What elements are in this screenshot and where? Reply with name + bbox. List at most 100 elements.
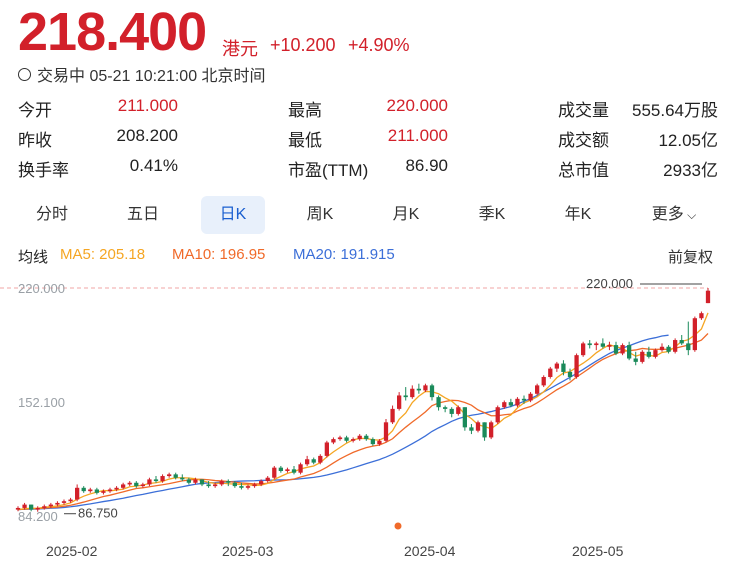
metric-value: 0.41% [129,156,178,175]
candle-body [193,479,198,483]
tab-6[interactable]: 年K [564,206,592,223]
price-change: +10.200 [270,35,336,55]
metric-label: 市盈(TTM) [288,161,369,180]
tab-0[interactable]: 分时 [35,206,68,223]
metric-value: 220.000 [386,96,448,115]
tab-4[interactable]: 月K [392,206,420,223]
metric-label: 最高 [288,101,322,120]
candle-body [475,422,481,431]
candle-body [600,343,605,347]
candle-body [482,422,487,438]
candle-body [653,350,658,357]
candle-body [29,504,34,510]
candle-body [607,345,612,347]
candle-body [686,343,691,351]
candle-body [351,439,356,441]
candle-body [199,479,205,485]
candle-body [449,408,454,414]
metric-value: 211.000 [387,126,448,145]
candle-body [232,482,237,487]
candle-body [462,407,467,428]
candle-body [324,442,329,456]
candle-body [666,346,671,352]
y-tick-label: 152.100 [18,395,65,410]
candle-body [423,385,428,391]
candle-body [68,499,73,502]
metric-value: 2933亿 [663,161,718,180]
x-tick-label: 2025-04 [404,543,456,559]
candle-body [311,459,316,463]
candle-body [114,487,119,490]
candle-body [101,491,106,493]
adjust-button[interactable]: 前复权 [668,249,714,266]
ma5-value: MA5: 205.18 [60,246,146,263]
candle-body [429,385,435,398]
candle-body [410,388,415,398]
y-tick-label: 84.200 [18,509,58,524]
price-change-percent: +4.90% [348,35,410,55]
metric-label: 今开 [18,101,52,120]
candle-body [265,477,270,482]
candle-body [291,469,297,473]
candle-body [107,489,113,492]
tab-3[interactable]: 周K [306,206,334,223]
candle-body [186,479,191,483]
candle-body [699,313,704,319]
candle-body [541,376,546,386]
candle-body [377,440,382,445]
candle-body [55,502,60,505]
candle-body [613,345,619,354]
candle-body [640,351,645,362]
y-tick-label: 220.000 [18,281,65,296]
candle-body [567,371,573,377]
candle-body [502,402,507,408]
trading-status-text: 交易中 05-21 10:21:00 北京时间 [37,68,266,85]
tab-5[interactable]: 季K [478,206,506,223]
ma10-value: MA10: 196.95 [172,246,266,263]
candle-body [390,408,395,423]
candle-body [528,393,533,401]
candle-body [134,482,139,487]
candle-body [508,402,513,406]
candle-body [370,439,375,445]
candlestick-chart[interactable]: 220.000 152.100 84.200 220.000 86.750 2025-02… [0,268,738,574]
candle-body [180,477,185,480]
candle-body [561,363,566,372]
candle-body [692,318,697,351]
candle-body [61,501,67,503]
ma20-value: MA20: 191.915 [293,246,395,263]
metric-label: 换手率 [18,161,69,180]
current-price: 218.400 [18,2,207,62]
candle-body [48,504,53,507]
candle-body [548,368,553,377]
candle-body [620,345,625,354]
candle-body [226,481,231,483]
ma10-line [17,333,709,511]
candle-body [81,487,86,492]
x-tick-label: 2025-05 [572,543,624,559]
candle-body [337,437,343,440]
x-tick-label: 2025-02 [46,543,98,559]
candle-body [627,345,632,359]
candle-body [574,355,579,377]
candle-body [679,340,684,344]
tab-7[interactable]: 更多 ⌵ [651,206,697,223]
candle-body [357,435,362,440]
tab-1[interactable]: 五日 [126,206,159,223]
candle-body [94,489,99,493]
candle-body [305,459,310,465]
candle-body [489,422,494,438]
candle-body [594,343,599,346]
candle-body [160,476,165,482]
candle-body [344,437,349,441]
x-tick-label: 2025-03 [222,543,274,559]
candle-body [495,407,500,423]
metric-value: 12.05亿 [658,131,718,150]
circle-icon [18,67,31,81]
metric-value: 211.000 [117,96,178,115]
candle-body [521,398,527,401]
tab-2[interactable]: 日K [201,196,265,234]
candle-body [206,484,211,487]
candle-body [153,479,159,482]
candle-body [259,481,264,485]
